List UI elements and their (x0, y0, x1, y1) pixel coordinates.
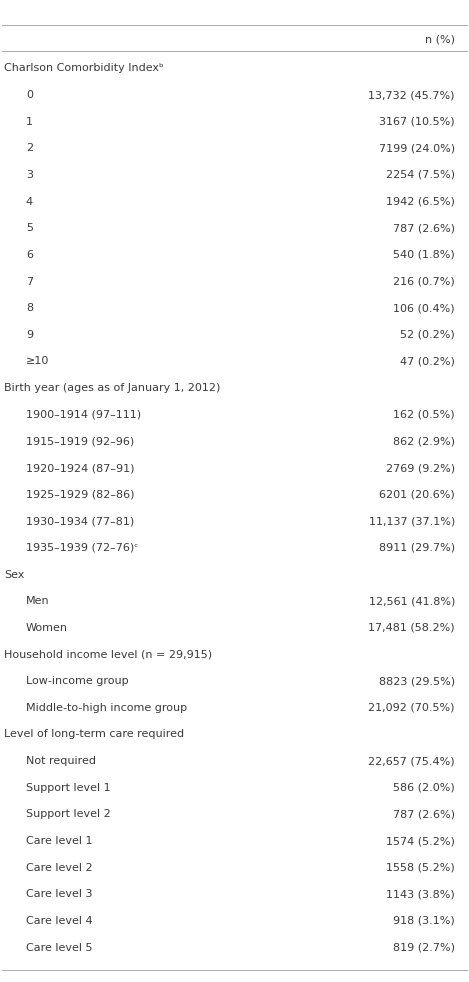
Text: Support level 1: Support level 1 (26, 783, 110, 792)
Text: 918 (3.1%): 918 (3.1%) (393, 916, 455, 926)
Text: 52 (0.2%): 52 (0.2%) (400, 330, 455, 340)
Text: 162 (0.5%): 162 (0.5%) (393, 409, 455, 419)
Text: 3: 3 (26, 170, 33, 180)
Text: 862 (2.9%): 862 (2.9%) (393, 436, 455, 447)
Text: 819 (2.7%): 819 (2.7%) (393, 943, 455, 953)
Text: n (%): n (%) (425, 34, 455, 44)
Text: 1915–1919 (92–96): 1915–1919 (92–96) (26, 436, 134, 447)
Text: Care level 3: Care level 3 (26, 890, 92, 900)
Text: 1925–1929 (82–86): 1925–1929 (82–86) (26, 490, 134, 500)
Text: 9: 9 (26, 330, 33, 340)
Text: Level of long-term care required: Level of long-term care required (4, 730, 184, 739)
Text: 6201 (20.6%): 6201 (20.6%) (379, 490, 455, 500)
Text: Charlson Comorbidity Indexᵇ: Charlson Comorbidity Indexᵇ (4, 64, 164, 74)
Text: 106 (0.4%): 106 (0.4%) (393, 303, 455, 313)
Text: 2254 (7.5%): 2254 (7.5%) (386, 170, 455, 180)
Text: 586 (2.0%): 586 (2.0%) (393, 783, 455, 792)
Text: Care level 5: Care level 5 (26, 943, 92, 953)
Text: 1942 (6.5%): 1942 (6.5%) (386, 196, 455, 206)
Text: 1935–1939 (72–76)ᶜ: 1935–1939 (72–76)ᶜ (26, 543, 138, 553)
Text: 8911 (29.7%): 8911 (29.7%) (379, 543, 455, 553)
Text: 1: 1 (26, 117, 33, 127)
Text: 2769 (9.2%): 2769 (9.2%) (386, 463, 455, 473)
Text: Care level 4: Care level 4 (26, 916, 92, 926)
Text: 21,092 (70.5%): 21,092 (70.5%) (369, 703, 455, 713)
Text: ≥10: ≥10 (26, 356, 49, 366)
Text: 1900–1914 (97–111): 1900–1914 (97–111) (26, 409, 141, 419)
Text: Birth year (ages as of January 1, 2012): Birth year (ages as of January 1, 2012) (4, 383, 220, 393)
Text: Care level 2: Care level 2 (26, 862, 92, 873)
Text: 1143 (3.8%): 1143 (3.8%) (386, 890, 455, 900)
Text: 1930–1934 (77–81): 1930–1934 (77–81) (26, 517, 134, 526)
Text: 787 (2.6%): 787 (2.6%) (393, 809, 455, 819)
Text: 47 (0.2%): 47 (0.2%) (400, 356, 455, 366)
Text: 5: 5 (26, 223, 33, 234)
Text: 7: 7 (26, 277, 33, 287)
Text: 6: 6 (26, 249, 33, 260)
Text: 11,137 (37.1%): 11,137 (37.1%) (369, 517, 455, 526)
Text: 22,657 (75.4%): 22,657 (75.4%) (368, 756, 455, 766)
Text: 17,481 (58.2%): 17,481 (58.2%) (368, 623, 455, 632)
Text: Middle-to-high income group: Middle-to-high income group (26, 703, 187, 713)
Text: 13,732 (45.7%): 13,732 (45.7%) (369, 90, 455, 100)
Text: 3167 (10.5%): 3167 (10.5%) (379, 117, 455, 127)
Text: 216 (0.7%): 216 (0.7%) (393, 277, 455, 287)
Text: 0: 0 (26, 90, 33, 100)
Text: 7199 (24.0%): 7199 (24.0%) (379, 143, 455, 153)
Text: 787 (2.6%): 787 (2.6%) (393, 223, 455, 234)
Text: Women: Women (26, 623, 68, 632)
Text: Support level 2: Support level 2 (26, 809, 111, 819)
Text: Sex: Sex (4, 570, 24, 579)
Text: Low-income group: Low-income group (26, 677, 129, 686)
Text: 540 (1.8%): 540 (1.8%) (393, 249, 455, 260)
Text: 1920–1924 (87–91): 1920–1924 (87–91) (26, 463, 134, 473)
Text: 2: 2 (26, 143, 33, 153)
Text: Care level 1: Care level 1 (26, 836, 92, 846)
Text: 4: 4 (26, 196, 33, 206)
Text: Men: Men (26, 596, 49, 606)
Text: 8: 8 (26, 303, 33, 313)
Text: Household income level (n = 29,915): Household income level (n = 29,915) (4, 649, 212, 660)
Text: 1558 (5.2%): 1558 (5.2%) (386, 862, 455, 873)
Text: 8823 (29.5%): 8823 (29.5%) (379, 677, 455, 686)
Text: 12,561 (41.8%): 12,561 (41.8%) (369, 596, 455, 606)
Text: 1574 (5.2%): 1574 (5.2%) (386, 836, 455, 846)
Text: Not required: Not required (26, 756, 96, 766)
